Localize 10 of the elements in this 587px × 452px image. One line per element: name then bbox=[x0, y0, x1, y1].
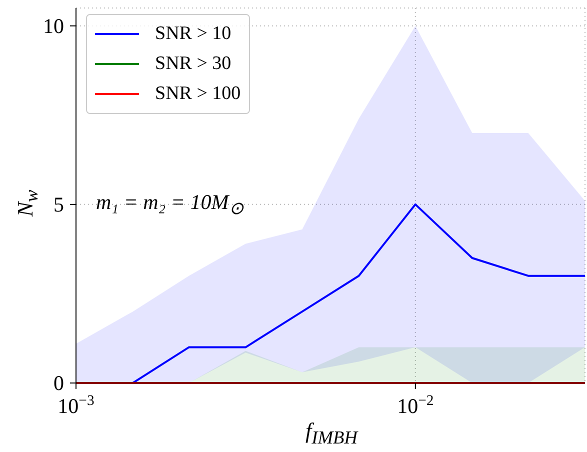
x-tick-label: 10$^{−3}$ bbox=[58, 393, 94, 418]
x-tick-label: 10$^{−2}$ bbox=[397, 393, 434, 418]
legend-label: SNR > 30 bbox=[155, 53, 232, 75]
legend-label: SNR > 100 bbox=[155, 83, 241, 105]
legend-label: SNR > 10 bbox=[155, 23, 232, 45]
y-tick-label: 5 bbox=[54, 192, 64, 216]
annotation: m₁ = m₂ = 10M$_{⊙}$ bbox=[96, 190, 244, 220]
x-axis-title: f$_{IMBH}$ bbox=[304, 418, 360, 448]
y-tick-label: 10 bbox=[43, 14, 64, 38]
y-tick-label: 0 bbox=[54, 371, 64, 395]
